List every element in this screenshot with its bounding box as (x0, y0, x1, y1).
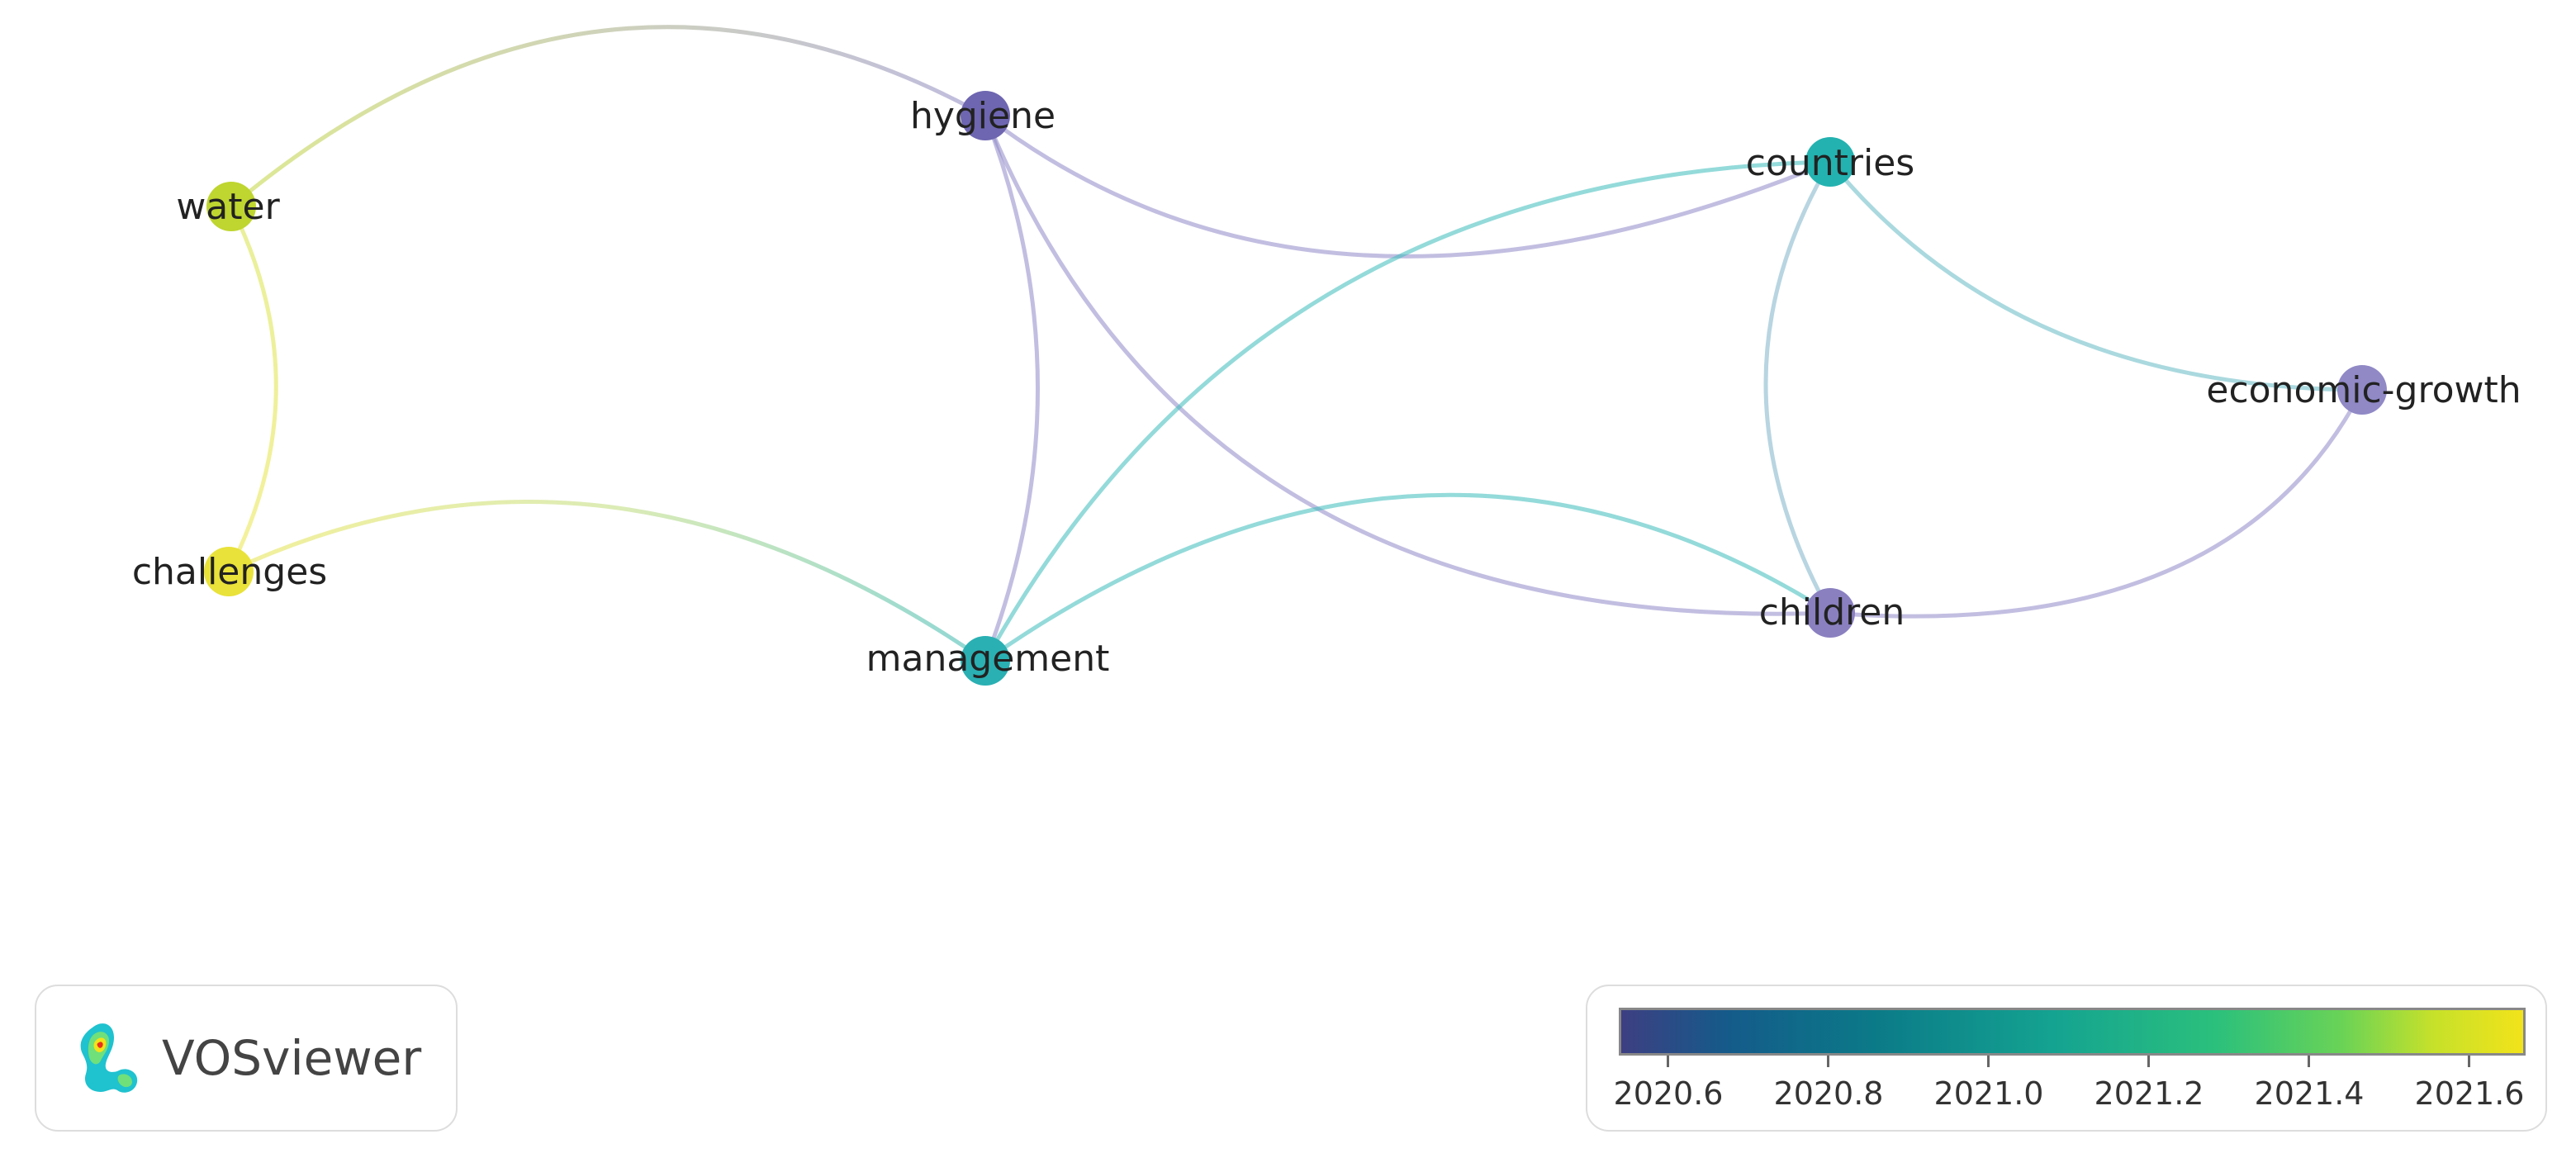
legend-tick (2147, 1056, 2150, 1067)
legend-tick (1667, 1056, 1669, 1067)
vosviewer-logo-icon (80, 1023, 138, 1093)
edge-children-economic-growth (1829, 388, 2365, 619)
vosviewer-logo-box: VOSviewer (35, 985, 458, 1132)
node-economic-growth-circle[interactable] (2337, 365, 2387, 415)
edge-water-hygiene (230, 25, 987, 208)
edge-countries-children (1763, 160, 1833, 615)
node-challenges-circle[interactable] (204, 547, 254, 596)
node-countries-circle[interactable] (1805, 137, 1855, 187)
node-hygiene-label: hygiene (910, 95, 1056, 137)
legend-tick-label: 2020.8 (1773, 1075, 1884, 1112)
legend-tick-label: 2021.6 (2414, 1075, 2525, 1112)
node-management[interactable]: management (866, 636, 1110, 686)
color-legend: 2020.6 2020.8 2021.0 2021.2 2021.4 2021.… (1586, 985, 2547, 1132)
node-management-circle[interactable] (961, 636, 1010, 686)
node-economic-growth[interactable]: economic-growth (2206, 365, 2521, 415)
node-children-label: children (1759, 591, 1905, 634)
edge-countries-management (983, 159, 1831, 662)
node-challenges[interactable]: challenges (132, 547, 327, 596)
node-management-label: management (866, 638, 1110, 680)
edge-hygiene-management (983, 115, 1040, 662)
node-children-circle[interactable] (1805, 588, 1855, 638)
node-challenges-label: challenges (132, 551, 327, 593)
edge-water-challenges (226, 205, 278, 573)
edge-challenges-management (227, 500, 987, 663)
node-children[interactable]: children (1759, 588, 1905, 638)
legend-tick-label: 2021.4 (2254, 1075, 2365, 1112)
edge-hygiene-countries (984, 114, 1831, 259)
node-economic-growth-label: economic-growth (2206, 369, 2521, 411)
node-hygiene-circle[interactable] (961, 91, 1010, 140)
legend-tick (2308, 1056, 2310, 1067)
edge-hygiene-children (983, 115, 1831, 616)
legend-tick-label: 2021.2 (2094, 1075, 2204, 1112)
node-countries[interactable]: countries (1746, 137, 1914, 187)
node-hygiene[interactable]: hygiene (910, 91, 1056, 140)
node-water[interactable]: water (176, 182, 281, 231)
legend-tick (1987, 1056, 1990, 1067)
legend-tick (2468, 1056, 2470, 1067)
node-water-circle[interactable] (206, 182, 256, 231)
legend-tick-label: 2021.0 (1933, 1075, 2044, 1112)
edge-countries-economic-growth (1829, 160, 2363, 392)
color-scale-bar (1619, 1008, 2526, 1056)
node-countries-label: countries (1746, 142, 1914, 184)
legend-tick-label: 2020.6 (1613, 1075, 1724, 1112)
legend-tick (1827, 1056, 1829, 1067)
vosviewer-logo-text: VOSviewer (162, 1030, 422, 1086)
node-water-label: water (176, 186, 280, 228)
edge-management-children (984, 492, 1832, 663)
